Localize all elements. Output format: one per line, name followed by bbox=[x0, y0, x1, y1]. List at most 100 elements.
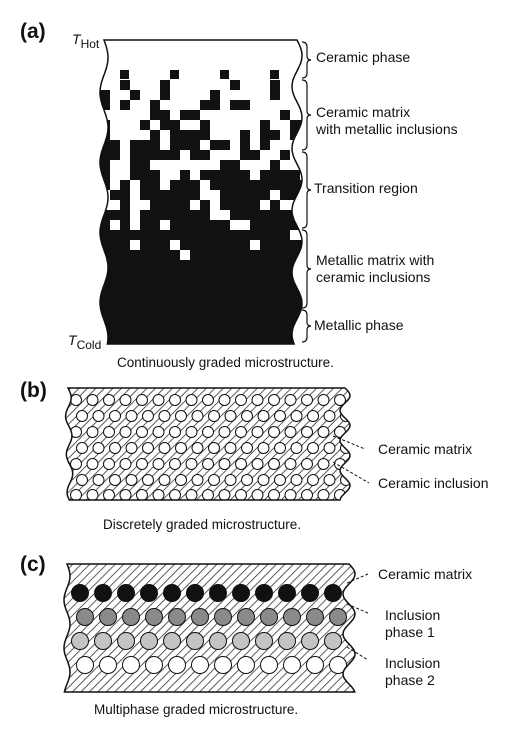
phase-inclusion-circle bbox=[94, 584, 112, 602]
ceramic-inclusion-circle bbox=[224, 474, 237, 486]
inclusion-square bbox=[170, 180, 180, 190]
panel-c: (c) Ceramic matrix Inclusion phase 1 Inc… bbox=[20, 553, 472, 717]
inclusion-square bbox=[160, 200, 170, 210]
phase-inclusion-circle bbox=[71, 632, 89, 650]
ceramic-inclusion-circle bbox=[103, 458, 115, 470]
inclusion-square bbox=[180, 260, 190, 270]
phase-inclusion-circle bbox=[117, 584, 135, 602]
annot-c-ceramic-matrix: Ceramic matrix bbox=[378, 566, 472, 582]
inclusion-square bbox=[160, 110, 170, 120]
ceramic-inclusion-circle bbox=[125, 410, 138, 422]
ceramic-inclusion-circle bbox=[169, 426, 181, 438]
inclusion-square bbox=[280, 220, 290, 230]
ceramic-inclusion-circle bbox=[290, 474, 303, 486]
phase-inclusion-circle bbox=[306, 656, 324, 674]
inclusion-square bbox=[280, 250, 290, 260]
inclusion-square bbox=[100, 220, 110, 230]
ceramic-inclusion-circle bbox=[218, 426, 231, 438]
inclusion-square bbox=[110, 230, 120, 240]
inclusion-square bbox=[180, 170, 190, 180]
ceramic-inclusion-circle bbox=[241, 410, 253, 422]
inclusion-square bbox=[300, 130, 302, 140]
ceramic-inclusion-circle bbox=[208, 442, 220, 454]
phase-inclusion-circle bbox=[255, 584, 273, 602]
inclusion-square bbox=[140, 180, 150, 190]
inclusion-square bbox=[230, 100, 240, 110]
leader-ceramic-matrix-b bbox=[332, 435, 366, 450]
inclusion-square bbox=[180, 230, 190, 240]
inclusion-square bbox=[280, 230, 290, 240]
ceramic-inclusion-circle bbox=[301, 426, 313, 438]
inclusion-square bbox=[200, 130, 210, 140]
phase-inclusion-circle bbox=[163, 632, 181, 650]
inclusion-square bbox=[230, 190, 240, 200]
inclusion-square bbox=[130, 150, 140, 160]
inclusion-square bbox=[170, 130, 180, 140]
phase-inclusion-circle bbox=[122, 608, 140, 626]
phase-inclusion-circle bbox=[237, 656, 255, 674]
inclusion-square bbox=[110, 190, 120, 200]
inclusion-square bbox=[260, 230, 270, 240]
inclusion-square bbox=[250, 180, 260, 190]
inclusion-square bbox=[220, 160, 230, 170]
ceramic-inclusion-circle bbox=[169, 489, 181, 500]
phase-inclusion-circle bbox=[214, 656, 232, 674]
inclusion-square bbox=[140, 170, 150, 180]
ceramic-inclusion-circle bbox=[317, 426, 330, 438]
inclusion-square bbox=[180, 220, 190, 230]
inclusion-square bbox=[150, 170, 160, 180]
ceramic-inclusion-circle bbox=[109, 442, 121, 454]
ceramic-inclusion-circle bbox=[274, 442, 286, 454]
ceramic-inclusion-circle bbox=[202, 458, 214, 470]
inclusion-square bbox=[260, 130, 270, 140]
inclusion-square bbox=[120, 80, 130, 90]
inclusion-square bbox=[130, 260, 140, 270]
inclusion-square bbox=[230, 170, 240, 180]
inclusion-square bbox=[100, 160, 110, 170]
phase-inclusion-circle bbox=[255, 632, 273, 650]
phase-inclusion-circle bbox=[186, 584, 204, 602]
ceramic-inclusion-circle bbox=[251, 394, 264, 406]
ceramic-inclusion-circle bbox=[301, 458, 313, 470]
ceramic-inclusion-circle bbox=[284, 426, 297, 438]
inclusion-square bbox=[220, 70, 229, 79]
panel-a: (a) THot TCold Ceramic phase Ceramic mat… bbox=[20, 20, 458, 370]
ceramic-inclusion-circle bbox=[158, 442, 171, 454]
phase-inclusion-circle bbox=[191, 656, 209, 674]
ceramic-inclusion-circle bbox=[301, 394, 313, 406]
inclusion-square bbox=[220, 220, 230, 230]
phase-inclusion-circle bbox=[283, 656, 301, 674]
phase-inclusion-circle bbox=[191, 608, 209, 626]
ceramic-inclusion-circle bbox=[175, 442, 187, 454]
ceramic-inclusion-circle bbox=[86, 458, 99, 470]
ceramic-inclusion-circle bbox=[257, 442, 270, 454]
phase-inclusion-circle bbox=[209, 632, 227, 650]
leader-phase-2 bbox=[346, 646, 369, 661]
annot-phase1-line2: phase 1 bbox=[385, 624, 435, 640]
inclusion-square bbox=[160, 260, 170, 270]
inclusion-square bbox=[130, 230, 140, 240]
inclusion-square bbox=[200, 170, 210, 180]
phase-inclusion-circle bbox=[283, 608, 301, 626]
inclusion-square bbox=[200, 260, 210, 270]
leader-lines-b bbox=[332, 435, 370, 484]
ceramic-inclusion-circle bbox=[334, 426, 346, 438]
ceramic-inclusion-circle bbox=[241, 442, 253, 454]
ceramic-inclusion-circle bbox=[76, 442, 88, 454]
inclusion-square bbox=[160, 120, 170, 130]
inclusion-square bbox=[240, 150, 250, 160]
inclusion-square bbox=[240, 130, 250, 140]
inclusion-square bbox=[100, 90, 110, 100]
annot-ceramic-matrix-line1: Ceramic matrix bbox=[316, 104, 410, 120]
ceramic-inclusion-circle bbox=[235, 458, 247, 470]
inclusion-square bbox=[210, 180, 220, 190]
inclusion-square bbox=[230, 260, 240, 270]
inclusion-square bbox=[120, 70, 129, 79]
phase-inclusion-circle bbox=[94, 632, 112, 650]
phase-inclusion-circle bbox=[278, 584, 296, 602]
phase-inclusion-circle bbox=[76, 656, 94, 674]
inclusion-square bbox=[270, 260, 280, 270]
inclusion-square bbox=[140, 190, 150, 200]
ceramic-inclusion-circle bbox=[191, 442, 204, 454]
inclusion-square bbox=[130, 160, 140, 170]
